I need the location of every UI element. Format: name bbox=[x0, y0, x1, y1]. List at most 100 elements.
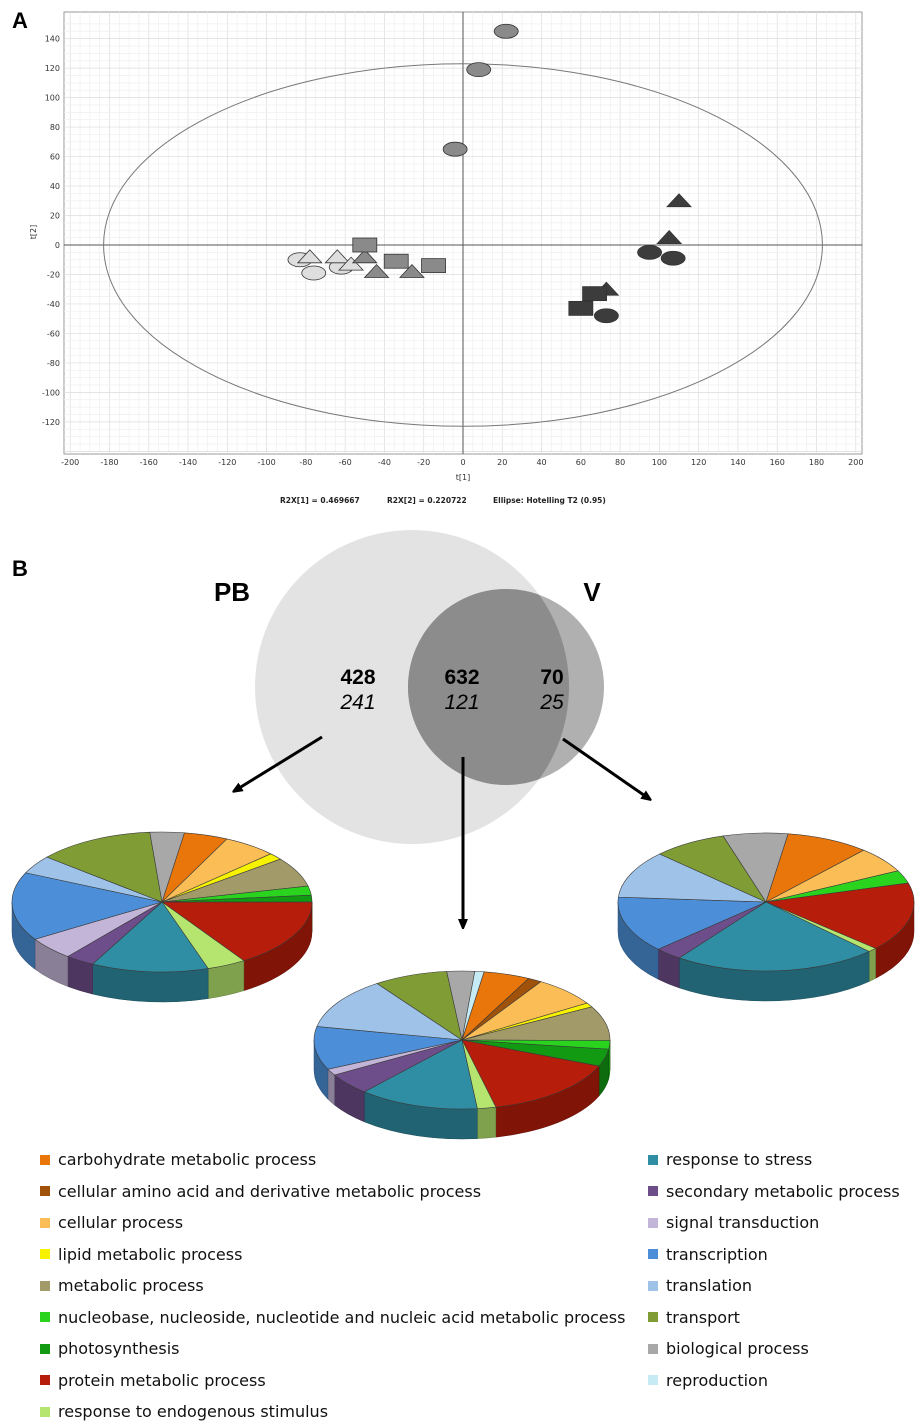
legend-item: protein metabolic process bbox=[40, 1371, 266, 1391]
y-tick-label: 40 bbox=[50, 182, 60, 191]
x-tick-label: 120 bbox=[691, 458, 706, 467]
legend-label: reproduction bbox=[666, 1370, 768, 1390]
y-tick-label: -80 bbox=[47, 359, 60, 368]
y-tick-label: 140 bbox=[45, 35, 60, 44]
legend-item: metabolic process bbox=[40, 1276, 204, 1296]
x-tick-label: 0 bbox=[460, 458, 465, 467]
x-tick-label: 20 bbox=[497, 458, 507, 467]
score-point-triangle bbox=[324, 249, 351, 264]
x-tick-label: -200 bbox=[61, 458, 79, 467]
venn-label-v: V bbox=[583, 577, 601, 607]
x-tick-label: -100 bbox=[258, 458, 276, 467]
score-point-circle bbox=[637, 244, 662, 260]
y-tick-label: -20 bbox=[47, 270, 60, 279]
x-tick-label: -60 bbox=[339, 458, 352, 467]
legend-item: transcription bbox=[648, 1245, 768, 1265]
legend-swatch bbox=[40, 1249, 50, 1259]
legend-label: biological process bbox=[666, 1339, 809, 1358]
legend-swatch bbox=[40, 1406, 50, 1417]
pie-slice bbox=[11, 872, 163, 940]
legend-label: nucleobase, nucleoside, nucleotide and n… bbox=[58, 1307, 626, 1327]
x-tick-label: 200 bbox=[848, 458, 863, 467]
legend-label: response to stress bbox=[666, 1150, 813, 1169]
legend-swatch bbox=[648, 1312, 658, 1322]
score-point-circle bbox=[301, 265, 327, 281]
legend-swatch bbox=[648, 1217, 658, 1228]
venn-overlap bbox=[408, 589, 569, 785]
legend-item: photosynthesis bbox=[40, 1339, 179, 1359]
venn-v-only-count: 70 bbox=[540, 666, 563, 689]
legend-swatch bbox=[40, 1375, 50, 1385]
venn-pb-only-count: 428 bbox=[340, 666, 375, 689]
legend-item: biological process bbox=[648, 1339, 809, 1359]
pie-slice bbox=[678, 901, 870, 972]
pie-slice bbox=[765, 833, 865, 903]
legend-swatch bbox=[40, 1312, 50, 1322]
ellipse-shape bbox=[103, 63, 823, 427]
y-tick-label: 120 bbox=[45, 64, 60, 73]
pie-chart-shared bbox=[313, 970, 611, 1140]
x-tick-labels: -200 -180 -160 -140 -120 -100 -80 -60 -40 -20 0 20 4… bbox=[61, 458, 863, 467]
legend-item: reproduction bbox=[648, 1371, 768, 1391]
legend-item: response to endogenous stimulus bbox=[40, 1402, 328, 1422]
pie-slice bbox=[461, 1039, 600, 1108]
pie-slice bbox=[764, 882, 915, 949]
y-tick-label: 80 bbox=[50, 123, 60, 132]
pie-slice bbox=[161, 901, 313, 961]
score-point-square bbox=[421, 258, 446, 274]
pie-slice-side bbox=[868, 947, 876, 982]
y-tick-label: -120 bbox=[42, 418, 60, 427]
zero-axes bbox=[64, 12, 862, 454]
score-point-circle bbox=[493, 23, 519, 39]
pie-slice bbox=[617, 896, 767, 950]
score-point-circle bbox=[442, 141, 468, 157]
x-tick-label: -80 bbox=[299, 458, 312, 467]
legend-swatch bbox=[648, 1375, 658, 1385]
score-point-triangle bbox=[399, 263, 425, 278]
y-tick-label: -100 bbox=[42, 388, 60, 397]
pie-slice bbox=[722, 832, 789, 903]
x-tick-label: -20 bbox=[417, 458, 430, 467]
legend-label: cellular process bbox=[58, 1213, 184, 1232]
y-tick-label: 20 bbox=[50, 212, 60, 221]
pie-slice bbox=[461, 970, 485, 1041]
score-point-triangle bbox=[666, 193, 692, 208]
legend-item: signal transduction bbox=[648, 1213, 819, 1233]
x-tick-label: -140 bbox=[179, 458, 197, 467]
legend-swatch bbox=[40, 1154, 50, 1165]
x-tick-label: -40 bbox=[378, 458, 391, 467]
panel-b-label: B bbox=[12, 556, 28, 581]
legend-item: cellular amino acid and derivative metab… bbox=[40, 1182, 481, 1202]
r2x1-text: R2X[1] = 0.469667 bbox=[280, 496, 360, 505]
legend-item: cellular process bbox=[40, 1213, 183, 1233]
legend-swatch bbox=[648, 1280, 658, 1291]
hotelling-ellipse bbox=[103, 63, 823, 427]
venn-overlap-count: 632 bbox=[444, 666, 479, 689]
ellipse-text: Ellipse: Hotelling T2 (0.95) bbox=[493, 496, 606, 505]
legend-label: protein metabolic process bbox=[58, 1370, 266, 1390]
y-tick-labels: 140 120 100 80 60 40 20 0 -20 -40 -60 -80 -100 -120 bbox=[42, 35, 60, 427]
pie-slice bbox=[313, 1026, 463, 1070]
score-point-square bbox=[383, 253, 409, 269]
legend-swatch bbox=[648, 1186, 658, 1196]
y-tick-label: -60 bbox=[47, 329, 60, 338]
legend-label: signal transduction bbox=[666, 1213, 820, 1232]
x-tick-label: 40 bbox=[536, 458, 546, 467]
legend-label: photosynthesis bbox=[58, 1339, 180, 1358]
score-point-circle bbox=[466, 62, 492, 77]
legend-swatch bbox=[40, 1186, 50, 1196]
legend-label: carbohydrate metabolic process bbox=[58, 1150, 317, 1169]
x-tick-label: -120 bbox=[218, 458, 236, 467]
x-tick-label: -180 bbox=[100, 458, 118, 467]
arrow-left bbox=[236, 735, 323, 790]
legend-label: cellular amino acid and derivative metab… bbox=[58, 1181, 482, 1201]
legend-item: carbohydrate metabolic process bbox=[40, 1150, 316, 1170]
legend-label: transport bbox=[666, 1307, 740, 1327]
y-tick-label: 100 bbox=[45, 94, 60, 103]
x-axis-label: t[1] bbox=[456, 473, 470, 482]
score-point-circle bbox=[660, 250, 686, 266]
arrow-right bbox=[562, 737, 648, 798]
x-tick-label: -160 bbox=[140, 458, 158, 467]
legend-item: lipid metabolic process bbox=[40, 1245, 242, 1265]
y-tick-label: -40 bbox=[47, 300, 60, 309]
